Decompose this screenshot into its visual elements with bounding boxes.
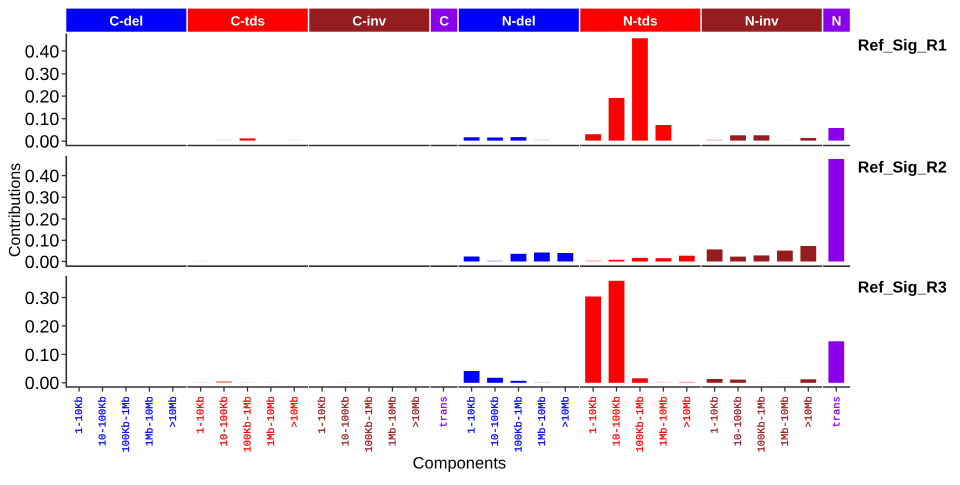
svg-text:0.20: 0.20: [25, 316, 60, 336]
svg-text:0.40: 0.40: [25, 41, 60, 61]
svg-text:C-del: C-del: [109, 14, 143, 29]
svg-text:>10Mb: >10Mb: [560, 396, 572, 427]
svg-text:0.30: 0.30: [25, 288, 60, 308]
svg-text:1Mb-10Mb: 1Mb-10Mb: [780, 396, 792, 446]
svg-text:100Kb-1Mb: 100Kb-1Mb: [635, 396, 647, 452]
svg-text:Ref_Sig_R1: Ref_Sig_R1: [858, 37, 947, 54]
svg-text:10-100Kb: 10-100Kb: [341, 396, 353, 446]
svg-text:0.10: 0.10: [25, 345, 60, 365]
svg-text:>10Mb: >10Mb: [411, 396, 423, 427]
svg-text:1Mb-10Mb: 1Mb-10Mb: [537, 396, 549, 446]
svg-text:100Kb-1Mb: 100Kb-1Mb: [364, 396, 376, 452]
svg-text:>10Mb: >10Mb: [168, 396, 180, 427]
svg-text:0.10: 0.10: [25, 231, 60, 251]
svg-text:Contributions: Contributions: [7, 163, 24, 257]
svg-text:N-tds: N-tds: [623, 14, 658, 29]
svg-text:10-100Kb: 10-100Kb: [733, 396, 745, 446]
svg-text:1Mb-10Mb: 1Mb-10Mb: [266, 396, 278, 446]
svg-text:Ref_Sig_R3: Ref_Sig_R3: [858, 280, 947, 297]
svg-text:0.00: 0.00: [25, 373, 60, 393]
svg-text:0.00: 0.00: [25, 132, 60, 152]
svg-text:10-100Kb: 10-100Kb: [490, 396, 502, 446]
svg-text:>10Mb: >10Mb: [289, 396, 301, 427]
svg-text:1Mb-10Mb: 1Mb-10Mb: [388, 396, 400, 446]
svg-text:10-100Kb: 10-100Kb: [219, 396, 231, 446]
svg-text:1-10Kb: 1-10Kb: [317, 396, 329, 433]
svg-text:N-inv: N-inv: [745, 14, 779, 29]
svg-text:trans: trans: [831, 396, 843, 427]
svg-text:100Kb-1Mb: 100Kb-1Mb: [514, 396, 526, 452]
svg-text:N-del: N-del: [502, 14, 536, 29]
svg-text:0.30: 0.30: [25, 64, 60, 84]
svg-text:0.20: 0.20: [25, 87, 60, 107]
svg-text:Components: Components: [413, 455, 507, 473]
svg-text:10-100Kb: 10-100Kb: [612, 396, 624, 446]
svg-text:0.00: 0.00: [25, 252, 60, 272]
svg-text:Ref_Sig_R2: Ref_Sig_R2: [858, 160, 947, 177]
svg-text:0.20: 0.20: [25, 209, 60, 229]
svg-text:C-inv: C-inv: [352, 14, 386, 29]
svg-text:1-10Kb: 1-10Kb: [74, 396, 86, 433]
svg-text:100Kb-1Mb: 100Kb-1Mb: [121, 396, 133, 452]
svg-text:C-tds: C-tds: [231, 14, 266, 29]
svg-text:1-10Kb: 1-10Kb: [196, 396, 208, 433]
svg-text:1-10Kb: 1-10Kb: [588, 396, 600, 433]
svg-text:0.30: 0.30: [25, 188, 60, 208]
svg-text:1-10Kb: 1-10Kb: [467, 396, 479, 433]
svg-text:1Mb-10Mb: 1Mb-10Mb: [659, 396, 671, 446]
svg-text:>10Mb: >10Mb: [682, 396, 694, 427]
svg-text:>10Mb: >10Mb: [803, 396, 815, 427]
svg-text:1Mb-10Mb: 1Mb-10Mb: [145, 396, 157, 446]
svg-text:C: C: [439, 14, 449, 29]
svg-text:0.10: 0.10: [25, 109, 60, 129]
svg-text:trans: trans: [439, 396, 451, 427]
svg-text:100Kb-1Mb: 100Kb-1Mb: [757, 396, 769, 452]
svg-text:1-10Kb: 1-10Kb: [710, 396, 722, 433]
svg-text:0.40: 0.40: [25, 166, 60, 186]
svg-text:100Kb-1Mb: 100Kb-1Mb: [243, 396, 255, 452]
svg-text:10-100Kb: 10-100Kb: [98, 396, 110, 446]
svg-text:N: N: [832, 14, 842, 29]
